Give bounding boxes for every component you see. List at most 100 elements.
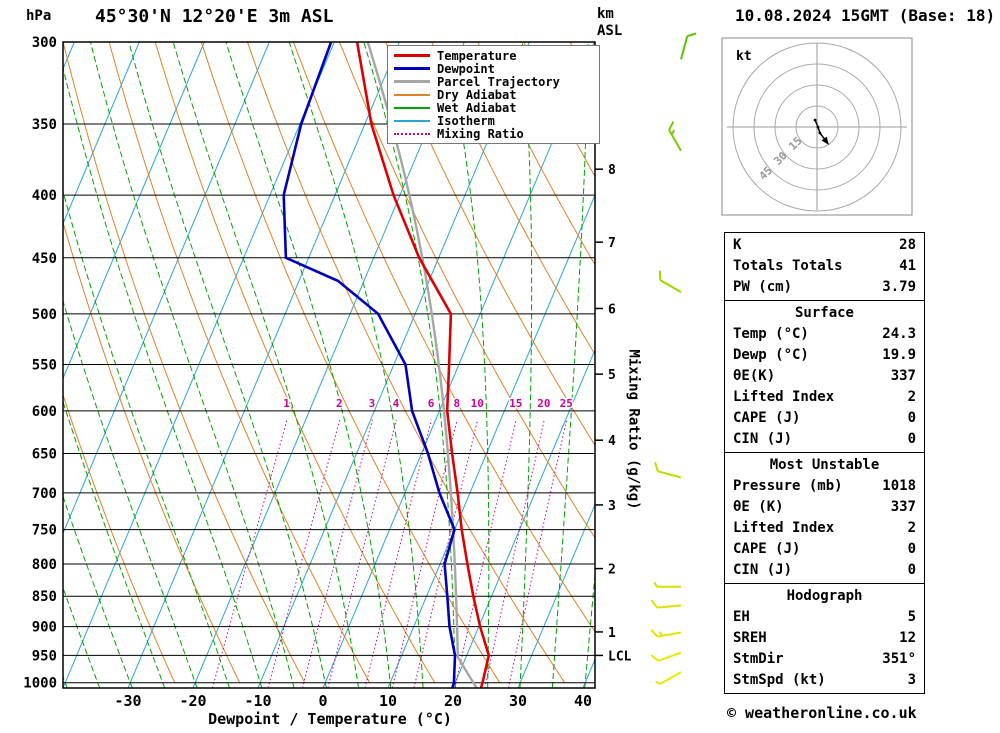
pressure-tick-label: 550 — [32, 358, 57, 374]
km-tick-label: 6 — [608, 302, 616, 317]
hodograph-trace-point — [818, 131, 822, 135]
wet-adiabat-line — [63, 400, 166, 688]
table-row: Dewp (°C) 19.9 — [725, 345, 924, 366]
plot-frame — [62, 41, 596, 689]
pressure-tick-label: 600 — [32, 404, 57, 420]
table-row: θE(K) 337 — [725, 366, 924, 387]
pressure-tick-label: 300 — [32, 35, 57, 51]
legend-item: Dewpoint — [394, 61, 593, 76]
row-value: 351° — [882, 651, 916, 667]
hodograph-trace-point — [813, 118, 817, 122]
mixing-ratio-line — [413, 419, 479, 688]
legend-item: Wet Adiabat — [394, 101, 593, 115]
datetime-label: 10.08.2024 15GMT (Base: 18) — [735, 6, 996, 25]
row-label: K — [733, 237, 742, 253]
row-label: CAPE (J) — [733, 541, 801, 557]
row-value: 24.3 — [882, 326, 916, 342]
row-label: Totals Totals — [733, 258, 843, 274]
row-value: 3 — [907, 672, 916, 688]
temp-tick-label: 30 — [509, 692, 527, 710]
mixing-ratio-line — [327, 419, 397, 688]
hodograph-unit-label: kt — [736, 49, 752, 64]
legend-label: Mixing Ratio — [437, 126, 524, 141]
dewpoint-curve — [282, 42, 457, 688]
mixing-ratio-line — [364, 419, 432, 688]
dry-adiabat-line — [385, 42, 595, 447]
table-row: EH 5 — [725, 607, 924, 628]
legend-label: Isotherm — [437, 113, 495, 128]
sounding-curves — [282, 42, 491, 688]
pressure-tick-label: 1000 — [23, 676, 57, 692]
table-row: θE (K) 337 — [725, 497, 924, 518]
row-value: 12 — [899, 630, 916, 646]
wind-barb-column — [650, 32, 697, 690]
pressure-axis-unit: hPa — [26, 8, 52, 24]
row-value: 5 — [907, 609, 916, 625]
legend-item: Temperature — [394, 49, 593, 63]
legend-label: Parcel Trajectory — [437, 74, 560, 89]
km-tick-label: 3 — [608, 499, 616, 514]
table-section-header: Most Unstable — [769, 457, 880, 473]
wet-adiabat-line — [128, 42, 327, 688]
temp-tick-label: -30 — [114, 692, 141, 710]
row-value: 0 — [907, 562, 916, 578]
row-label: CIN (J) — [733, 562, 793, 578]
temp-tick-label: 0 — [318, 692, 327, 710]
mixing-ratio-value-label: 6 — [428, 397, 435, 410]
table-row: CIN (J) 0 — [725, 429, 924, 450]
row-value: 0 — [907, 431, 916, 447]
row-label: θE(K) — [733, 368, 776, 384]
legend-swatch — [394, 80, 430, 83]
mixing-ratio-value-label: 25 — [560, 397, 573, 410]
table-section-header: Surface — [794, 305, 854, 321]
lcl-label: LCL — [608, 649, 632, 664]
row-label: Dewp (°C) — [733, 347, 809, 363]
hodograph-arrow-head — [821, 136, 829, 145]
pressure-tick-label: 700 — [32, 486, 57, 502]
wind-barb — [650, 599, 682, 609]
legend-label: Dewpoint — [437, 61, 495, 76]
row-label: StmSpd (kt) — [733, 672, 826, 688]
row-label: Pressure (mb) — [733, 478, 843, 494]
indices-table: K 28 Totals Totals 41 PW (cm) 3.79 Surface Temp… — [724, 232, 925, 694]
mixing-ratio-value-label: 1 — [283, 397, 290, 410]
legend-item: Mixing Ratio — [394, 126, 593, 141]
location-title: 45°30'N 12°20'E 3m ASL — [95, 6, 334, 27]
row-value: 337 — [890, 368, 916, 384]
hodograph-ring — [795, 105, 839, 149]
wind-barb — [650, 628, 682, 638]
table-section: K 28 Totals Totals 41 PW (cm) 3.79 — [724, 232, 925, 301]
dry-adiabat-line — [477, 42, 595, 266]
mixing-ratio-line — [391, 419, 458, 688]
table-row: SREH 12 — [725, 628, 924, 649]
row-value: 2 — [907, 389, 916, 405]
axis-labels: 3003504004505005506006507007508008509009… — [23, 35, 631, 710]
altitude-unit-asl: ASL — [597, 23, 623, 39]
mixing-ratio-line — [302, 419, 373, 688]
table-row: PW (cm) 3.79 — [725, 277, 924, 298]
mixing-ratio-line — [267, 419, 341, 688]
skewt-background-lines — [63, 42, 595, 688]
pressure-tick-label: 350 — [32, 117, 57, 133]
mixing-ratio-axis-title: Mixing Ratio (g/kg) — [625, 349, 642, 510]
wet-adiabat-line — [363, 42, 456, 688]
legend-swatch — [394, 54, 430, 57]
hodograph-trace — [814, 119, 827, 142]
dry-adiabat-line — [431, 42, 595, 356]
altitude-axis-unit: km ASL — [597, 6, 622, 40]
wind-barb — [668, 121, 682, 152]
wet-adiabat-line — [288, 42, 424, 688]
isotherm-line — [517, 503, 595, 688]
table-row: Temp (°C) 24.3 — [725, 324, 924, 345]
mixing-ratio-labels: 1 2 3 4 6 8 10 15 20 25 — [282, 395, 575, 411]
table-row: CIN (J) 0 — [725, 560, 924, 581]
hodograph-ring — [732, 42, 902, 212]
hodograph-ring — [774, 84, 860, 170]
table-row: K 28 — [725, 235, 924, 256]
mixing-ratio-line — [211, 419, 288, 688]
legend-swatch — [394, 132, 430, 135]
table-row: Lifted Index 2 — [725, 518, 924, 539]
altitude-unit-km: km — [597, 6, 614, 22]
km-tick-label: 7 — [608, 236, 616, 251]
hodograph-trace-point — [816, 125, 820, 129]
